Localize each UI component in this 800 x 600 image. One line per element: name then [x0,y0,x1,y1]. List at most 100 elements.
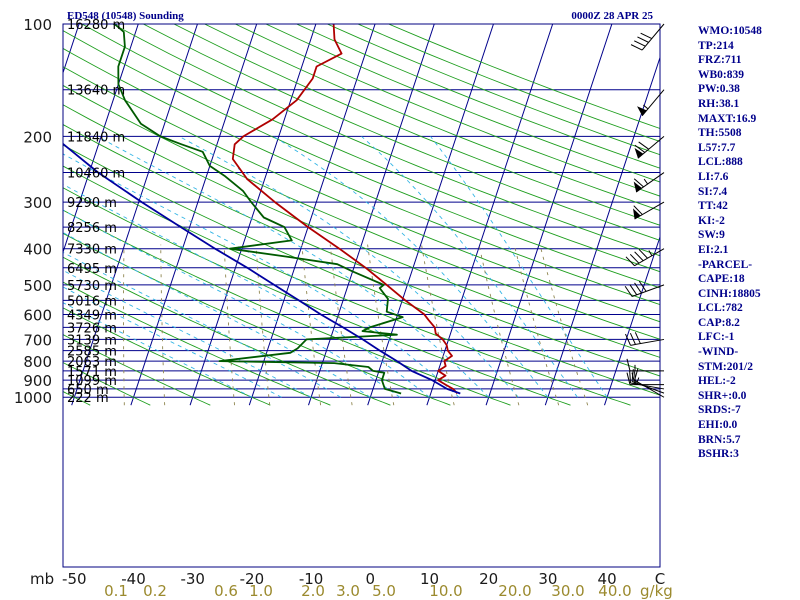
index-item: SW:9 [698,229,725,242]
mixing-ratio-line [160,244,166,406]
wind-barb-flag [634,147,644,159]
wind-barb-feather [629,284,638,296]
dry-adiabat-line [63,104,660,358]
dry-adiabat-line [112,24,660,257]
pressure-tick-label: 700 [23,331,52,349]
index-item: PW:0.38 [698,83,740,96]
mixing-ratio-line [301,244,322,406]
index-item: WMO:10548 [698,25,762,37]
index-item: STM:201/2 [698,360,753,373]
height-label: 1571 m [67,365,117,380]
height-label: 16280 m [67,18,125,33]
index-item: RH:38.1 [698,97,740,110]
dry-adiabat-line [63,66,660,323]
dry-adiabat-line [63,30,660,289]
height-label: 222 m [67,391,109,406]
mixing-ratio-line [223,244,235,406]
pressure-tick-label: 900 [23,372,52,390]
index-item: MAXT:16.9 [698,112,757,125]
temperature-tick-label: -40 [121,570,146,588]
wind-barb [634,135,665,159]
height-label: 3726 m [67,321,117,336]
moist-adiabat-line [63,153,460,398]
isotherm-line [426,24,554,406]
wind-barb [630,23,665,51]
wind-barb-staff [641,23,665,51]
moist-adiabat-line [63,209,401,398]
dry-adiabat-line [265,24,660,183]
wind-barb-staff [630,382,665,390]
index-item: LFC:-1 [698,331,735,344]
wind-barb [626,358,664,372]
wind-barb-feather [626,358,631,372]
wind-barb-half-feather [643,178,649,185]
mixing-ratio-line [255,244,271,406]
mixing-ratio-label: 0.1 [104,582,128,600]
mixing-ratio-label: 3.0 [336,582,360,600]
temperature-tick-label: 0 [366,570,376,588]
wind-barb-feather [625,333,631,346]
mixing-ratio-line [329,244,353,406]
pressure-tick-label: 400 [23,241,52,259]
index-item: TP:214 [698,39,734,52]
height-label: 11840 m [67,130,125,145]
pressure-tick-label: 200 [23,128,52,146]
mixing-ratio-label: 10.0 [429,582,462,600]
wind-barb [624,280,665,297]
wind-barb-half-feather [636,377,640,384]
pressure-tick-label: 100 [23,16,52,34]
index-item: EHI:0.0 [698,419,738,432]
wind-barb-feather [640,32,653,40]
mixing-ratio-line [513,244,560,406]
mixing-ratio-line [539,244,589,406]
pressure-tick-label: 1000 [14,389,52,407]
isotherm-line [71,24,198,406]
wind-barb [625,248,665,267]
wind-barb-feather [634,282,642,294]
mixing-ratio-label: 1.0 [249,582,273,600]
dewpoint-profile-line [114,24,404,395]
moist-adiabat-line [63,286,282,398]
temperature-tick-label: -30 [180,570,205,588]
height-label: 1099 m [67,374,117,389]
pressure-tick-label: 500 [23,277,52,295]
dry-adiabat-line [63,256,391,406]
chart-title: ED548 (10548) Sounding [67,10,184,22]
wind-barb-feather [630,44,643,51]
dry-adiabat-line [143,24,660,241]
mixing-ratio-label: 0.6 [214,582,238,600]
wind-barb-flag [633,181,642,193]
temperature-tick-label: -10 [299,570,324,588]
moist-adiabat-line [63,251,341,398]
dry-adiabat-line [173,24,660,226]
moist-adiabat-line [63,183,430,398]
pressure-tick-label: 300 [23,194,52,212]
moist-adiabat-line [430,136,608,398]
temperature-tick-label: 40 [598,570,617,588]
temperature-tick-label: -20 [240,570,265,588]
mixing-ratio-label: 20.0 [498,582,531,600]
wind-barb-feather [634,251,644,262]
wind-barb-feather [634,371,636,384]
chart-time: 0000Z 28 APR 25 [571,10,653,22]
dry-adiabat-line [63,307,271,406]
isotherm-line [189,24,317,406]
pressure-tick-label: 600 [23,306,52,324]
parcel-profile-line [63,142,461,395]
wind-barb-feather [638,141,649,150]
index-item: HEL:-2 [698,375,736,388]
wind-barb [637,89,665,117]
index-item: WB0:839 [698,68,744,81]
plot-frame [62,23,661,568]
wind-barb-staff [631,284,665,297]
index-item: SHR+:0.0 [698,389,747,402]
height-label: 5730 m [67,279,117,294]
wind-barb-feather [633,205,643,215]
index-item: BRN:5.7 [698,433,741,446]
dry-adiabat-line [63,124,660,377]
temperature-tick-label: 30 [538,570,557,588]
wind-barb-feather [638,248,648,259]
height-label: 7330 m [67,243,117,258]
